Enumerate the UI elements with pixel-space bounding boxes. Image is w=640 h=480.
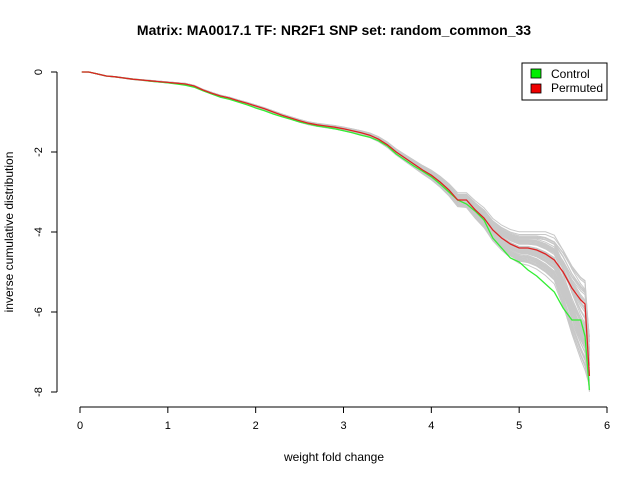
background-series-line — [81, 71, 590, 352]
x-axis-label: weight fold change — [283, 450, 384, 464]
background-series-line — [81, 71, 590, 379]
background-series-line — [81, 71, 590, 391]
background-series-line — [81, 71, 590, 372]
background-series-line — [81, 71, 590, 364]
background-series-line — [81, 71, 590, 367]
background-series-line — [81, 71, 590, 380]
background-series-line — [81, 71, 590, 382]
y-tick-label: -2 — [33, 147, 45, 157]
y-tick-label: -8 — [33, 387, 45, 397]
background-series-line — [81, 71, 590, 349]
chart-title: Matrix: MA0017.1 TF: NR2F1 SNP set: rand… — [137, 22, 531, 38]
background-series-line — [81, 71, 590, 371]
x-tick-label: 5 — [516, 420, 522, 432]
legend-swatch-control — [530, 68, 542, 79]
background-series-line — [81, 71, 590, 366]
series-line-permuted — [81, 71, 591, 377]
background-series-line — [81, 71, 590, 386]
background-series-line — [81, 71, 590, 363]
background-series-line — [81, 71, 590, 344]
legend-box — [521, 62, 608, 101]
background-series-line — [81, 71, 590, 376]
background-series-line — [81, 71, 590, 365]
background-series-line — [81, 71, 590, 375]
background-series-line — [81, 71, 590, 382]
x-tick-label: 4 — [428, 420, 434, 432]
legend-swatch-permuted — [530, 83, 542, 94]
background-series-line — [81, 71, 590, 388]
background-series-line — [81, 71, 590, 359]
background-series-line — [81, 71, 590, 352]
background-series-line — [81, 71, 590, 351]
x-tick-label: 1 — [165, 420, 171, 432]
background-series-line — [81, 71, 590, 357]
background-series-line — [81, 71, 590, 338]
background-series-line — [81, 71, 590, 386]
background-series-line — [81, 71, 590, 376]
series-line-control — [81, 71, 591, 391]
background-series-line — [81, 71, 590, 341]
background-series-line — [81, 71, 590, 355]
background-series-line — [81, 71, 590, 343]
y-axis-label: inverse cumulative distribution — [2, 152, 16, 313]
background-series-line — [81, 71, 590, 374]
background-series-line — [81, 71, 590, 337]
background-series-line — [81, 71, 590, 383]
background-series-line — [81, 71, 590, 354]
background-series-line — [81, 71, 590, 369]
y-tick-label: -6 — [33, 307, 45, 317]
y-tick-label: -4 — [33, 227, 45, 237]
background-series-line — [81, 71, 590, 356]
background-series-line — [81, 71, 590, 374]
background-series-line — [81, 71, 590, 360]
background-series-line — [81, 71, 590, 364]
background-series-line — [81, 71, 590, 355]
background-series-line — [81, 71, 590, 381]
background-series-line — [81, 71, 590, 374]
background-series-line — [81, 71, 590, 346]
background-series-line — [81, 71, 590, 369]
background-series-line — [81, 71, 590, 361]
plot-lines — [81, 71, 591, 392]
x-tick-label: 6 — [604, 420, 610, 432]
background-series-line — [81, 71, 590, 391]
background-series-line — [81, 71, 590, 366]
background-series-line — [81, 71, 590, 384]
legend: Control Permuted — [521, 62, 608, 101]
background-series-line — [81, 71, 590, 388]
y-tick-label: 0 — [33, 69, 45, 75]
background-series-line — [81, 71, 590, 375]
background-series-line — [81, 71, 590, 338]
background-series-line — [81, 71, 590, 374]
background-series-line — [81, 71, 590, 365]
background-series-line — [81, 71, 590, 392]
x-tick-label: 0 — [77, 420, 83, 432]
background-series-line — [81, 71, 590, 356]
legend-label-control: Control — [551, 67, 590, 81]
axes: 0 1 2 3 4 5 6 0 -2 -4 -6 -8 — [33, 69, 610, 432]
legend-label-permuted: Permuted — [551, 81, 603, 95]
background-series-line — [81, 71, 590, 385]
background-series-line — [81, 71, 590, 343]
x-tick-label: 3 — [340, 420, 346, 432]
background-series-line — [81, 71, 590, 361]
x-tick-label: 2 — [253, 420, 259, 432]
background-series-line — [81, 71, 590, 350]
background-series-line — [81, 71, 590, 361]
